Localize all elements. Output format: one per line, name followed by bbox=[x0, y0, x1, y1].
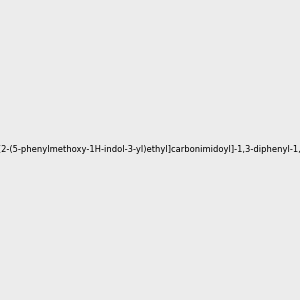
Text: 5-[C-(4-fluorophenyl)-N-[2-(5-phenylmethoxy-1H-indol-3-yl)ethyl]carbonimidoyl]-1: 5-[C-(4-fluorophenyl)-N-[2-(5-phenylmeth… bbox=[0, 146, 300, 154]
